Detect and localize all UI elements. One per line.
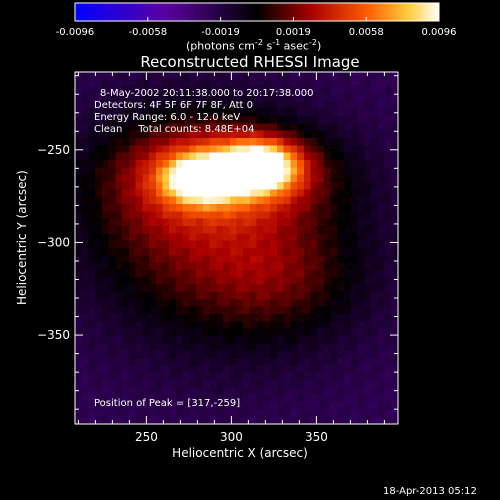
units-exp3: -2 bbox=[308, 38, 317, 47]
x-tick-label: 350 bbox=[305, 430, 328, 444]
y-tick-label: −250 bbox=[37, 143, 70, 157]
x-tick-label: 300 bbox=[220, 430, 243, 444]
units-suffix: ) bbox=[316, 39, 322, 53]
info-energy-range: Energy Range: 6.0 - 12.0 keV bbox=[94, 112, 241, 123]
info-detectors: Detectors: 4F 5F 6F 7F 8F, Att 0 bbox=[94, 100, 254, 111]
colorbar-units: (photons cm-2 s-1 asec-2) bbox=[186, 38, 321, 53]
units-exp2: -1 bbox=[272, 38, 281, 47]
colorbar: -0.0096 -0.0058 -0.0019 0.0019 0.0058 0.0096 bbox=[56, 2, 457, 38]
colorbar-tick-label: -0.0058 bbox=[128, 27, 167, 38]
info-clean-counts: Clean Total counts: 8.48E+04 bbox=[94, 124, 255, 135]
y-axis-label: Heliocentric Y (arcsec) bbox=[15, 170, 29, 305]
colorbar-gradient bbox=[74, 2, 440, 22]
colorbar-tick-label: 0.0058 bbox=[349, 27, 384, 38]
footer-timestamp: 18-Apr-2013 05:12 bbox=[383, 486, 477, 497]
units-mid: s bbox=[262, 39, 273, 53]
y-tick-label: −350 bbox=[37, 328, 70, 342]
units-prefix: (photons cm bbox=[186, 39, 255, 53]
x-axis-label: Heliocentric X (arcsec) bbox=[172, 446, 308, 460]
colorbar-tick-label: -0.0019 bbox=[201, 27, 240, 38]
colorbar-tick-label: 0.0019 bbox=[276, 27, 311, 38]
info-date-range: 8-May-2002 20:11:38.000 to 20:17:38.000 bbox=[100, 88, 314, 99]
units-exp1: -2 bbox=[254, 38, 263, 47]
units-mid2: asec bbox=[280, 39, 309, 53]
x-tick-label: 250 bbox=[135, 430, 158, 444]
chart-title: Reconstructed RHESSI Image bbox=[140, 53, 360, 71]
y-tick-label: −300 bbox=[37, 235, 70, 249]
colorbar-tick-label: -0.0096 bbox=[56, 27, 95, 38]
peak-position-label: Position of Peak = [317,-259] bbox=[94, 398, 241, 409]
colorbar-tick-label: 0.0096 bbox=[422, 27, 457, 38]
